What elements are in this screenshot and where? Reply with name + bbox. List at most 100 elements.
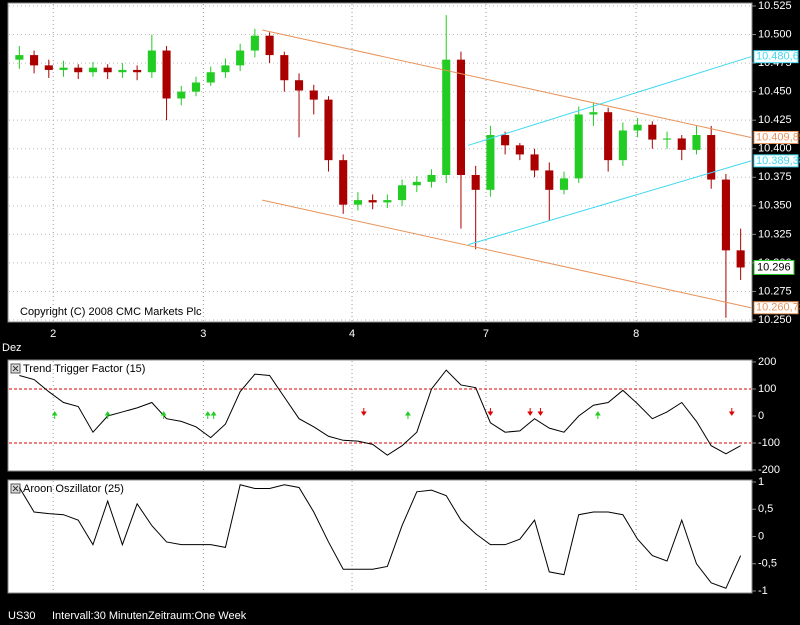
buy-signal	[204, 411, 211, 419]
candle-body	[353, 200, 362, 205]
candle-body	[294, 80, 304, 91]
trend-line	[262, 199, 752, 309]
x-tick-label: 3	[200, 328, 206, 340]
candle-body	[648, 124, 657, 140]
candle-body	[250, 35, 259, 51]
sell-signal	[728, 408, 735, 416]
copyright: Copyright (C) 2008 CMC Markets Plc	[20, 306, 202, 318]
interval: Intervall:30 Minuten	[52, 610, 148, 622]
candle-body	[604, 112, 613, 161]
candle-body	[427, 174, 436, 182]
y-tick-label: -1	[758, 585, 768, 597]
trend-line	[262, 29, 752, 138]
candle-body	[309, 90, 318, 100]
candle-body	[147, 50, 156, 73]
sell-signal	[360, 408, 367, 416]
y-tick-label: 10.525	[758, 0, 792, 12]
period: Zeitraum:One Week	[148, 610, 247, 622]
candle-body	[456, 59, 466, 175]
price-label-box	[753, 50, 799, 64]
candle-body	[206, 72, 215, 83]
symbol: US30	[8, 610, 36, 622]
candle-body	[707, 135, 716, 180]
indicator-line	[18, 484, 742, 589]
candle-body	[398, 185, 407, 201]
candle-body	[162, 50, 171, 99]
price-label-box	[753, 301, 799, 315]
candle-body	[589, 112, 598, 115]
y-tick-label: 10.400	[758, 143, 792, 155]
aroon-panel	[7, 479, 753, 594]
candle-body	[412, 181, 421, 186]
buy-signal	[104, 411, 111, 419]
candle-body	[30, 55, 39, 66]
buy-signal	[160, 411, 167, 419]
candle-body	[677, 138, 686, 150]
y-tick-label: 0	[758, 530, 764, 542]
price-label: 10.389,38	[756, 155, 800, 167]
price-panel	[7, 2, 753, 323]
last-price-label: 10.296	[757, 261, 791, 273]
candle-body	[133, 69, 142, 73]
candle-body	[662, 138, 672, 140]
sell-signal	[527, 408, 534, 416]
price-label: 10.480,61	[756, 51, 800, 63]
ttf-panel	[7, 359, 753, 472]
y-tick-label: 10.350	[758, 200, 792, 212]
x-tick-label: 7	[483, 328, 489, 340]
indicator-line	[19, 369, 741, 456]
candle-body	[265, 35, 274, 56]
x-axis-note: Dez	[2, 342, 22, 354]
candle-body	[545, 170, 554, 190]
y-tick-label: 200	[758, 356, 776, 368]
y-tick-label: 0,5	[758, 503, 773, 515]
candle-body	[324, 99, 333, 161]
candle-body	[574, 114, 583, 179]
y-tick-label: 10.425	[758, 114, 792, 126]
trend-line	[468, 160, 752, 246]
candle-body	[692, 135, 701, 150]
y-tick-label: 10.375	[758, 171, 792, 183]
candle-body	[736, 250, 745, 268]
panel-title: Trend Trigger Factor (15)	[23, 363, 145, 375]
x-tick-label: 4	[349, 328, 355, 340]
candle-body	[618, 130, 627, 161]
candle-body	[88, 67, 98, 73]
candle-body	[501, 135, 510, 146]
sell-signal	[537, 408, 544, 416]
last-price-box	[753, 259, 795, 275]
buy-signal	[51, 411, 58, 419]
candle-body	[236, 50, 245, 66]
candle-body	[59, 67, 68, 70]
candle-body	[280, 55, 289, 81]
sell-signal	[487, 408, 494, 416]
y-tick-label: -100	[758, 437, 780, 449]
candle-body	[118, 69, 127, 73]
buy-signal	[594, 411, 601, 419]
buy-signal	[405, 411, 411, 419]
y-tick-label: 1	[758, 476, 764, 488]
y-tick-label: 10.275	[758, 285, 792, 297]
candle-body	[471, 174, 480, 190]
y-tick-label: 10.500	[758, 28, 792, 40]
candle-body	[74, 67, 83, 73]
y-tick-label: 10.450	[758, 86, 792, 98]
candle-body	[15, 55, 24, 60]
close-icon[interactable]	[10, 363, 21, 374]
price-label: 10.409,85	[756, 131, 800, 143]
y-tick-label: 10.250	[758, 314, 792, 326]
candle-body	[44, 65, 53, 70]
y-tick-label: 100	[758, 383, 776, 395]
candle-body	[442, 59, 451, 175]
candle-body	[103, 67, 112, 73]
candle-body	[339, 160, 348, 205]
panel-title: Aroon Oszillator (25)	[23, 483, 124, 495]
close-icon[interactable]	[10, 483, 21, 494]
price-label-box	[753, 130, 799, 144]
x-tick-label: 8	[633, 328, 639, 340]
price-label: 10.260,73	[756, 302, 800, 314]
y-tick-label: 0	[758, 410, 764, 422]
candle-body	[530, 154, 539, 171]
